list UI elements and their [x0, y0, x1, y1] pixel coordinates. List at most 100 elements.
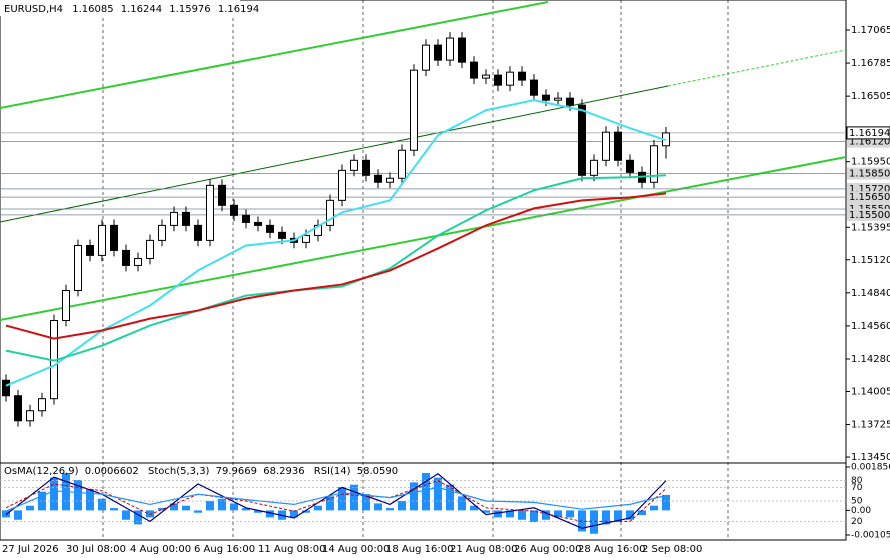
osma-bar	[314, 505, 322, 511]
y-tick-label: 1.16505	[851, 91, 890, 102]
candle-body	[62, 289, 70, 321]
y-tick-label: 1.15395	[851, 222, 890, 233]
x-tick-label: 21 Aug 08:00	[450, 544, 517, 555]
candle-body	[194, 224, 202, 241]
osma-bar	[158, 508, 166, 511]
osma-bar	[566, 510, 574, 518]
osma-bar	[590, 510, 598, 534]
price-label: 1.16194	[849, 128, 890, 139]
indicator-header: OsMA(12,26,9) 0.0006602 Stoch(5,3,3) 79.…	[4, 466, 398, 477]
osma-tick-label: 0.0018567	[851, 463, 890, 473]
osma-bar	[626, 510, 634, 520]
osma-bar	[398, 501, 406, 511]
low: 1.15976	[169, 4, 210, 15]
open: 1.16085	[72, 4, 113, 15]
symbol: EURUSD,H4	[4, 4, 63, 15]
osma-bar	[362, 494, 370, 511]
x-tick-label: 26 Aug 00:00	[514, 544, 581, 555]
candle-body	[326, 199, 334, 226]
channel-mid	[0, 85, 669, 223]
level-label: 1.16120	[849, 137, 890, 148]
osma-bar	[122, 510, 130, 520]
osma-bar	[662, 494, 670, 511]
y-tick-label: 1.17065	[851, 25, 890, 36]
candle-body	[530, 79, 538, 96]
osma-value: 0.0006602	[85, 466, 139, 477]
candle-body	[542, 94, 550, 101]
candle-body	[614, 131, 622, 161]
x-tick-label: 2 Sep 08:00	[642, 544, 702, 555]
osma-bar	[650, 505, 658, 511]
candle-body	[38, 398, 46, 412]
osma-bar	[614, 510, 622, 523]
time-grid	[102, 0, 729, 540]
candle-body	[446, 37, 454, 61]
y-tick-label: 1.15950	[851, 157, 890, 168]
osma-tick-label: -0.001053	[851, 531, 890, 541]
trend-lines	[0, 1, 847, 321]
candle-body	[134, 257, 142, 266]
oscillator-line	[5, 473, 667, 529]
osma-bar	[182, 505, 190, 511]
osma-bar	[134, 510, 142, 525]
candle-body	[2, 379, 10, 397]
osma-bar	[446, 484, 454, 511]
osma-bar	[374, 503, 382, 511]
osma-name: OsMA(12,26,9)	[4, 466, 79, 477]
candle-body	[578, 104, 586, 176]
moving-average	[5, 99, 667, 387]
osma-bar	[482, 510, 490, 513]
candle-body	[206, 184, 214, 241]
level-box	[847, 167, 890, 180]
stoch-main: 79.9669	[216, 466, 257, 477]
osma-bar	[98, 498, 106, 511]
stoch-signal: 68.2936	[263, 466, 304, 477]
osma-bar	[206, 501, 214, 511]
candle-body	[278, 231, 286, 239]
osma-bar	[386, 508, 394, 511]
level-label: 1.15720	[849, 184, 890, 195]
channel-upper	[0, 1, 549, 109]
osma-bar	[194, 510, 202, 513]
candle-body	[650, 145, 658, 183]
candle-body	[470, 61, 478, 79]
rsi-value: 58.0590	[357, 466, 398, 477]
osma-bar	[290, 510, 298, 518]
osma-bar	[350, 484, 358, 511]
channel-mid-ext	[667, 49, 847, 87]
candle-body	[146, 239, 154, 259]
osma-bar	[170, 503, 178, 511]
candle-body	[182, 211, 190, 226]
candle-body	[122, 249, 130, 266]
y-tick-label: 1.14005	[851, 386, 890, 397]
osma-bar	[638, 510, 646, 516]
candle-body	[494, 74, 502, 86]
candle-body	[362, 159, 370, 176]
osc-tick-label: 80	[851, 476, 863, 486]
x-tick-label: 4 Aug 00:00	[130, 544, 191, 555]
osma-bar	[302, 510, 310, 513]
candle-body	[386, 177, 394, 183]
level-label: 1.15650	[849, 192, 890, 203]
high: 1.16244	[121, 4, 162, 15]
osma-bar	[50, 477, 58, 511]
rsi-name: RSI(14)	[314, 466, 351, 477]
osma-bar	[86, 489, 94, 511]
candle-body	[254, 221, 262, 226]
x-tick-label: 27 Jul 2026	[2, 544, 59, 555]
y-tick-label: 1.15120	[851, 255, 890, 266]
candle-body	[374, 174, 382, 183]
candle-body	[14, 395, 22, 422]
candle-body	[170, 211, 178, 226]
main-window	[2, 32, 670, 427]
osma-tick-label: 0.00	[851, 506, 871, 516]
candle-body	[86, 244, 94, 256]
candle-body	[626, 159, 634, 173]
x-tick-label: 30 Jul 08:00	[66, 544, 126, 555]
x-tick-label: 18 Aug 16:00	[386, 544, 453, 555]
candle-body	[458, 37, 466, 63]
x-tick-label: 14 Aug 00:00	[322, 544, 389, 555]
osc-tick-label: 70	[851, 483, 863, 493]
channel-lower	[0, 156, 847, 321]
